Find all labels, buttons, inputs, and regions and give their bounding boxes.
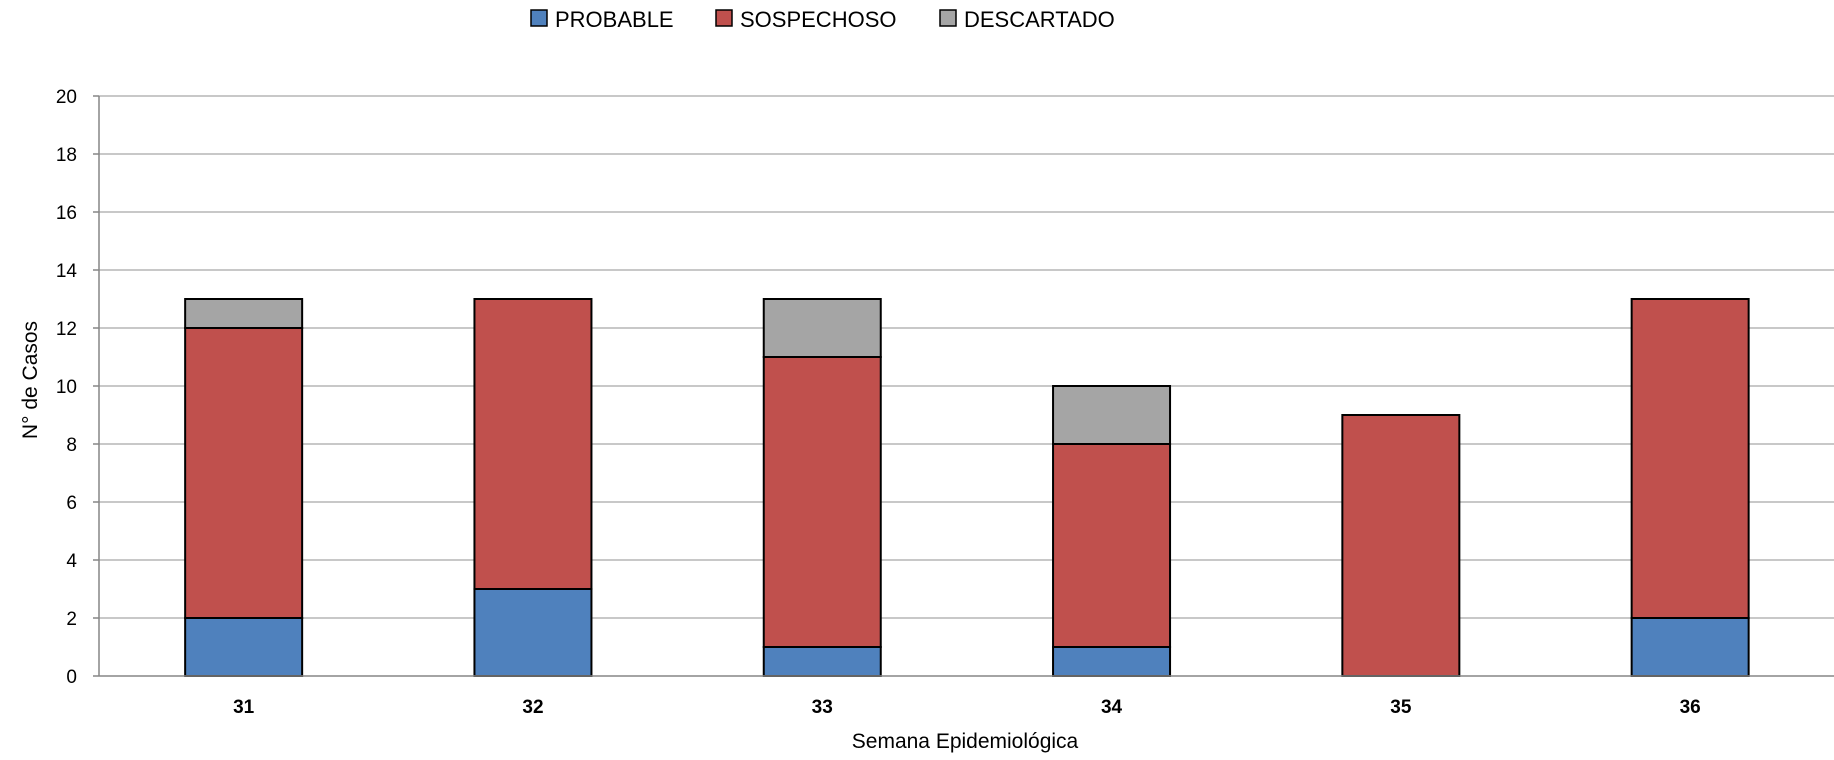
y-axis-ticks: 0 2 4 6 8 10 12 14 16 18 20 [56, 87, 78, 688]
x-tick-label: 31 [233, 697, 255, 718]
x-tick-label: 34 [1101, 697, 1123, 718]
legend-label-probable: PROBABLE [555, 7, 674, 32]
y-tick-label: 6 [66, 493, 77, 514]
x-axis-ticks: 31 32 33 34 35 36 [233, 697, 1701, 718]
bars [185, 299, 1749, 676]
x-tick-label: 33 [812, 697, 833, 718]
bar-segment-probable-33 [764, 647, 881, 676]
bar-segment-probable-34 [1053, 647, 1170, 676]
y-tick-label: 14 [56, 261, 78, 282]
y-tick-label: 16 [56, 203, 77, 224]
y-tick-label: 12 [56, 319, 77, 340]
legend-label-sospechoso: SOSPECHOSO [740, 7, 896, 32]
legend: PROBABLE SOSPECHOSO DESCARTADO [531, 7, 1115, 32]
y-tick-label: 8 [66, 435, 77, 456]
y-tick-label: 0 [66, 667, 77, 688]
x-tick-label: 32 [522, 697, 543, 718]
bar-segment-sospechoso-35 [1342, 415, 1459, 676]
legend-swatch-probable [531, 10, 547, 26]
y-tick-label: 10 [56, 377, 77, 398]
legend-swatch-sospechoso [716, 10, 732, 26]
bar-segment-probable-32 [474, 589, 591, 676]
legend-label-descartado: DESCARTADO [964, 7, 1115, 32]
gridlines [99, 96, 1834, 618]
y-tick-label: 18 [56, 145, 77, 166]
y-tick-label: 4 [66, 551, 77, 572]
bar-segment-sospechoso-34 [1053, 444, 1170, 647]
bar-segment-probable-36 [1632, 618, 1749, 676]
y-tick-label: 20 [56, 87, 77, 108]
bar-segment-sospechoso-31 [185, 328, 302, 618]
bar-segment-probable-31 [185, 618, 302, 676]
y-axis-label: N° de Casos [19, 321, 42, 439]
bar-segment-descartado-33 [764, 299, 881, 357]
bar-segment-sospechoso-33 [764, 357, 881, 647]
x-tick-label: 35 [1390, 697, 1412, 718]
bar-segment-descartado-31 [185, 299, 302, 328]
bar-segment-descartado-34 [1053, 386, 1170, 444]
y-tick-label: 2 [66, 609, 77, 630]
bar-segment-sospechoso-32 [474, 299, 591, 589]
x-tick-label: 36 [1680, 697, 1701, 718]
x-axis-label: Semana Epidemiológica [852, 730, 1079, 753]
bar-segment-sospechoso-36 [1632, 299, 1749, 618]
legend-swatch-descartado [940, 10, 956, 26]
